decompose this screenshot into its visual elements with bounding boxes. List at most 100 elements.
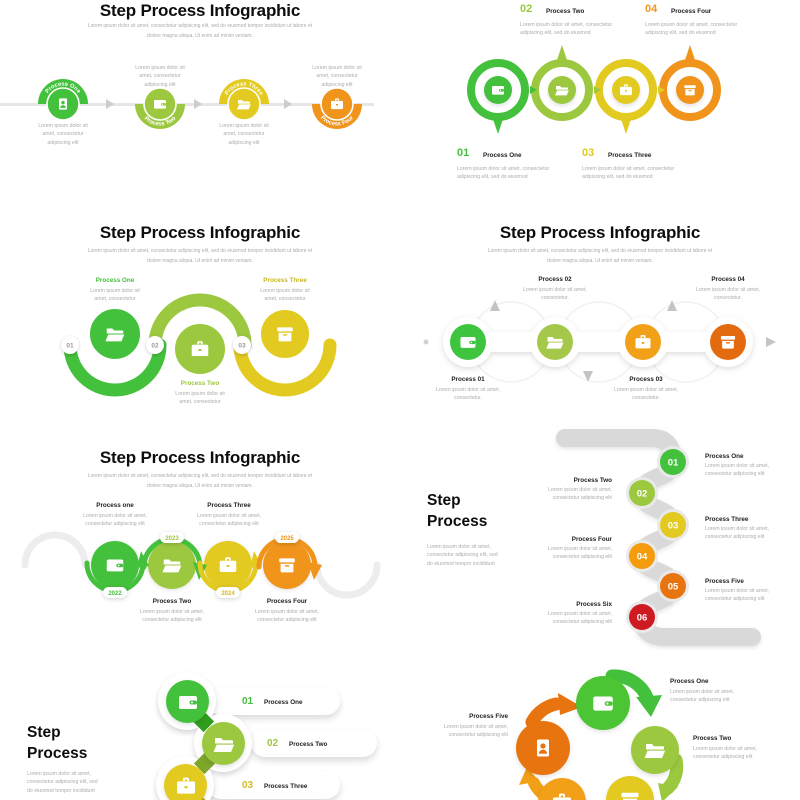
disc-step-1 xyxy=(484,76,512,104)
disc-step-2 xyxy=(548,76,576,104)
subtitle: Lorem ipsum dolor sit amet, consectetur … xyxy=(87,248,313,264)
step-label: Process One xyxy=(264,699,303,706)
step-desc: Lorem ipsum dolor sit amet, consectetur … xyxy=(38,123,88,146)
step-number: 02 xyxy=(267,738,279,749)
step-desc: Lorem ipsum dolor sit amet, consectetur … xyxy=(219,123,269,146)
step-number: 01 xyxy=(457,147,470,159)
step-desc: Lorem ipsum dolor sit amet, consectetur … xyxy=(705,588,770,603)
step-desc: Lorem ipsum dolor sit amet, consectetur. xyxy=(695,287,760,302)
junction-arrow-icon xyxy=(594,85,601,94)
year-badge: 2025 xyxy=(280,536,294,542)
list-item-bar xyxy=(251,729,377,757)
person-badge-icon xyxy=(59,98,67,110)
junction-arrow-icon xyxy=(530,85,537,94)
step-label: Process Four xyxy=(571,536,612,543)
step-number: 02 xyxy=(637,488,648,499)
step-label: Process Six xyxy=(576,601,612,608)
subtitle: Lorem ipsum dolor sit amet, consectetur … xyxy=(487,248,713,264)
list-item-bar xyxy=(207,771,340,799)
disc-step-4 xyxy=(676,76,704,104)
step-desc: Lorem ipsum dolor sit amet, consectetur … xyxy=(547,611,612,626)
step-label: Process Three xyxy=(705,516,749,523)
wallet-icon xyxy=(590,690,616,716)
step-label: Process 03 xyxy=(629,376,663,383)
step-desc: Lorem ipsum dolor sit amet, consectetur … xyxy=(670,689,735,704)
step-number: 02 xyxy=(520,3,533,15)
list-item-bar xyxy=(207,687,340,715)
step-label: Process Two xyxy=(152,598,192,605)
timeline-line xyxy=(0,103,374,106)
step-number: 03 xyxy=(668,520,679,531)
step-number: 04 xyxy=(645,3,658,15)
cycle-circle-one xyxy=(576,676,630,730)
pointer-up-icon xyxy=(684,45,696,63)
step-medal-3: Process Three xyxy=(219,79,269,121)
step-label: Process Two xyxy=(546,8,585,15)
junction-arrow-icon xyxy=(658,85,665,94)
year-badge: 2024 xyxy=(221,591,235,597)
step-desc: Lorem ipsum dolor sit amet, consectetur … xyxy=(254,609,319,624)
step-medal-4: Process Four xyxy=(312,87,362,129)
step-label: Process One xyxy=(483,152,522,159)
item-circle-2 xyxy=(202,722,245,765)
folder-open-icon xyxy=(212,732,236,756)
storage-box-icon xyxy=(720,336,736,349)
step-desc: Lorem ipsum dolor sit amet, consectetur xyxy=(90,288,140,303)
step-desc: Lorem ipsum dolor sit amet, consectetur … xyxy=(457,166,550,181)
step-label: Process Four xyxy=(266,598,308,605)
step-label: Process One xyxy=(95,277,135,284)
wave-diagram: 01 02 03 xyxy=(61,293,337,397)
step-label: Process Four xyxy=(671,8,712,15)
wallet-icon xyxy=(490,82,506,98)
step-label: Process Three xyxy=(608,152,652,159)
step-number: 03 xyxy=(242,780,254,791)
storage-box-icon xyxy=(618,788,642,800)
step-number: 03 xyxy=(238,342,246,349)
step-number: 01 xyxy=(242,696,254,707)
step-medal-2: Process Two xyxy=(135,87,185,129)
disc-step-3 xyxy=(612,76,640,104)
page-title: Step Process Infographic xyxy=(99,448,301,467)
step-desc: Lorem ipsum dolor sit amet, consectetur … xyxy=(582,166,675,181)
step-label: Process Three xyxy=(263,277,307,284)
step-label: Process One xyxy=(670,678,709,685)
step-desc: Lorem ipsum dolor sit amet, consectetur … xyxy=(645,22,738,37)
step-label: Process Two xyxy=(180,380,220,387)
step-desc: Lorem ipsum dolor sit amet, consectetur xyxy=(175,391,225,406)
ring-step-1 xyxy=(467,59,529,121)
briefcase-icon xyxy=(618,82,634,98)
year-badge: 2022 xyxy=(108,591,122,597)
briefcase-icon xyxy=(174,774,198,798)
cycle-circle-four xyxy=(538,778,586,800)
step-desc: Lorem ipsum dolor sit amet, consectetur … xyxy=(139,609,204,624)
wallet-icon xyxy=(460,337,476,348)
item-circle-3 xyxy=(164,764,207,800)
arrow-right-icon xyxy=(194,99,202,109)
folder-open-icon xyxy=(643,738,667,762)
step-desc: Lorem ipsum dolor sit amet, consectetur. xyxy=(613,387,678,402)
step-desc: Lorem ipsum dolor sit amet, consectetur … xyxy=(312,65,362,88)
step-number: 01 xyxy=(668,457,679,468)
page-title: Step Process xyxy=(27,724,88,763)
step-desc: Lorem ipsum dolor sit amet, consectetur. xyxy=(522,287,587,302)
step-label: Process Two xyxy=(289,741,328,748)
step-desc: Lorem ipsum dolor sit amet, consectetur … xyxy=(705,526,770,541)
step-desc: Lorem ipsum dolor sit amet, consectetur … xyxy=(547,487,612,502)
step-label: Process Three xyxy=(264,783,308,790)
intro-desc: Lorem ipsum dolor sit amet, consectetur … xyxy=(427,544,498,567)
wallet-icon xyxy=(154,100,166,109)
cycle-circle-five xyxy=(516,721,570,775)
step-number: 02 xyxy=(151,342,159,349)
bead-diagram xyxy=(423,300,776,383)
step-medal-1: Process One xyxy=(38,79,88,121)
folder-open-icon xyxy=(554,82,570,98)
step-desc: Lorem ipsum dolor sit amet, consectetur … xyxy=(693,746,758,761)
briefcase-icon xyxy=(550,790,574,800)
arrow-right-icon xyxy=(106,99,114,109)
storage-box-icon xyxy=(279,558,295,573)
step-desc: Lorem ipsum dolor sit amet, consectetur … xyxy=(196,513,261,528)
pointer-up-icon xyxy=(556,45,568,63)
item-circle-1 xyxy=(166,680,209,723)
step-number: 03 xyxy=(582,147,595,159)
